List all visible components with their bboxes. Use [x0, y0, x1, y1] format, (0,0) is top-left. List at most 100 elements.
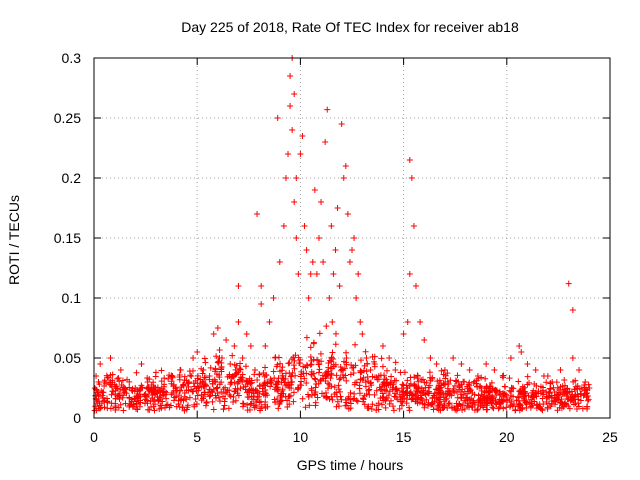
data-point: [474, 407, 481, 414]
data-point: [303, 370, 310, 377]
data-point: [324, 385, 331, 392]
data-point: [298, 382, 305, 389]
data-point: [389, 403, 396, 410]
data-point: [336, 403, 343, 410]
data-point: [452, 406, 459, 413]
data-point: [203, 383, 210, 390]
data-point: [177, 367, 184, 373]
data-point: [257, 398, 264, 405]
data-point: [214, 325, 221, 331]
data-point: [433, 397, 440, 404]
data-point: [129, 403, 136, 410]
data-point: [458, 388, 465, 395]
data-point: [131, 395, 138, 402]
data-point: [301, 375, 308, 382]
data-point: [413, 384, 420, 391]
data-point: [270, 295, 277, 301]
data-point: [508, 392, 515, 399]
data-point: [563, 392, 570, 399]
data-point: [220, 386, 227, 393]
data-point: [97, 361, 104, 367]
data-point: [371, 353, 378, 360]
data-point: [256, 383, 263, 390]
data-point: [105, 374, 112, 381]
data-point: [426, 369, 433, 376]
data-point: [502, 383, 509, 390]
data-point: [418, 395, 425, 402]
data-point: [258, 283, 265, 289]
data-point: [312, 384, 319, 391]
data-point: [266, 319, 273, 325]
data-point: [185, 387, 192, 394]
data-point: [490, 405, 497, 412]
data-point: [533, 405, 540, 412]
data-point: [213, 353, 220, 360]
data-point: [474, 383, 481, 390]
data-point: [442, 381, 449, 388]
data-point: [388, 373, 395, 380]
data-point: [260, 370, 267, 377]
data-point: [303, 361, 310, 368]
data-point: [425, 402, 432, 409]
data-point: [461, 378, 468, 385]
data-point: [561, 376, 568, 383]
data-point: [305, 295, 312, 301]
data-point: [499, 398, 506, 405]
data-point: [154, 384, 161, 391]
data-point: [308, 357, 315, 364]
data-point: [308, 392, 315, 399]
data-point: [291, 365, 298, 372]
y-tick-label: 0.3: [62, 50, 82, 66]
data-point: [369, 373, 376, 380]
data-point: [436, 377, 443, 384]
data-point: [484, 399, 491, 406]
data-point: [227, 393, 234, 400]
data-point: [347, 389, 354, 396]
data-point: [373, 402, 380, 409]
data-point: [126, 384, 133, 391]
data-point: [315, 235, 322, 241]
data-point: [421, 337, 428, 343]
data-point: [337, 363, 344, 370]
data-point: [210, 331, 217, 337]
data-point: [419, 376, 426, 383]
data-point: [184, 402, 191, 409]
data-point: [311, 187, 318, 193]
data-point: [457, 403, 464, 410]
data-point: [122, 400, 129, 407]
data-point: [450, 385, 457, 392]
data-point: [276, 259, 283, 265]
data-point: [414, 375, 421, 382]
data-point: [267, 383, 274, 390]
data-point: [116, 378, 123, 385]
data-point: [434, 378, 441, 385]
data-point: [235, 378, 242, 385]
data-point: [279, 372, 286, 379]
data-point: [531, 392, 538, 399]
data-point: [584, 405, 591, 412]
data-point: [302, 404, 309, 411]
data-point: [379, 390, 386, 397]
data-point: [434, 405, 441, 412]
data-point: [332, 361, 339, 368]
data-point: [218, 379, 225, 386]
data-point: [357, 369, 364, 376]
data-point: [234, 390, 241, 397]
data-point: [161, 375, 168, 382]
data-point: [272, 381, 279, 388]
data-point: [289, 127, 296, 133]
data-point: [433, 361, 440, 367]
data-point: [158, 367, 165, 374]
data-point: [244, 393, 251, 400]
data-point: [399, 381, 406, 388]
data-point: [287, 73, 294, 79]
data-point: [247, 343, 254, 349]
data-point: [316, 330, 323, 337]
data-point: [176, 392, 183, 399]
data-point: [132, 385, 139, 391]
data-point: [363, 355, 370, 361]
data-point: [112, 395, 119, 402]
data-point: [280, 223, 287, 229]
data-point: [206, 386, 213, 393]
